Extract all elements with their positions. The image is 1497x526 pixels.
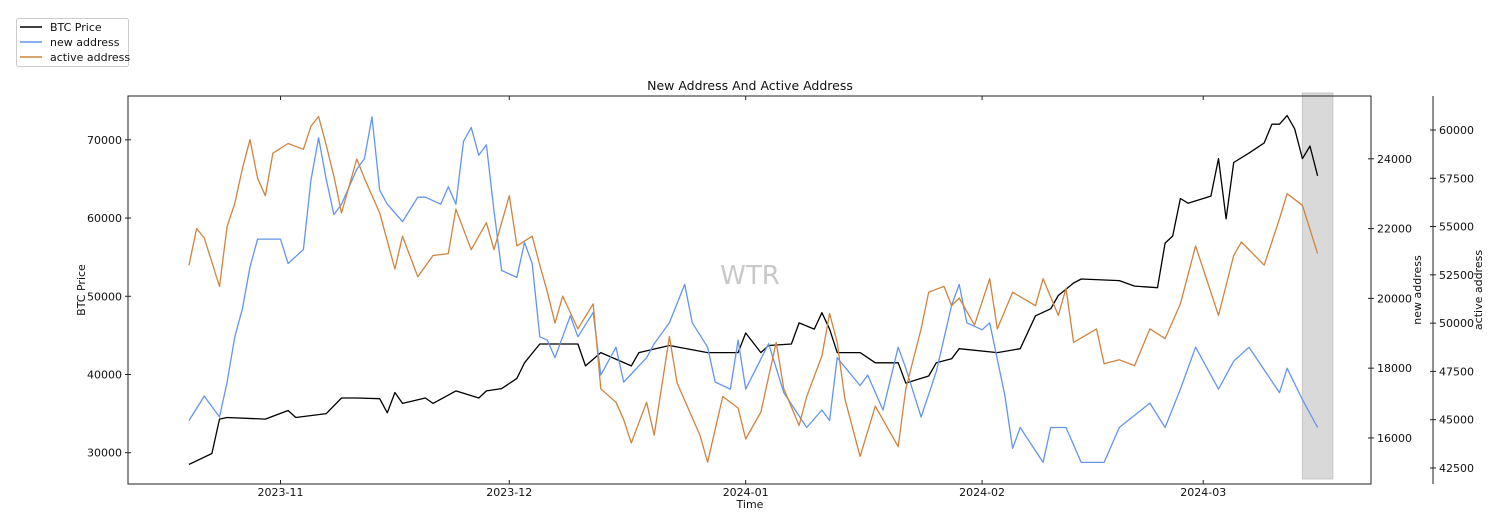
watermark: WTR (720, 261, 780, 291)
right-y-tick-label: 20000 (1377, 292, 1412, 305)
right2-y-tick-label: 60000 (1439, 124, 1474, 137)
left-y-tick-label: 50000 (87, 290, 122, 303)
right2-y-tick-label: 45000 (1439, 414, 1474, 427)
right2-y-tick-label: 50000 (1439, 317, 1474, 330)
legend: BTC Price new address active address (16, 18, 130, 67)
right2-y-tick-label: 42500 (1439, 462, 1474, 475)
right2-y-tick-label: 55000 (1439, 221, 1474, 234)
chart-title: New Address And Active Address (647, 78, 853, 93)
x-tick-label: 2023-12 (486, 486, 532, 499)
plot-area: 2023-11 2023-12 2024-01 2024-02 2024-03 30000… (87, 92, 1474, 499)
left-y-axis-label: BTC Price (75, 264, 88, 316)
legend-label-new-address: new address (50, 36, 120, 49)
right2-y-tick-label: 57500 (1439, 172, 1474, 185)
left-y-tick-label: 30000 (87, 447, 122, 460)
legend-label-btc-price: BTC Price (50, 21, 102, 34)
right2-y-tick-label: 52500 (1439, 269, 1474, 282)
left-y-tick-label: 70000 (87, 134, 122, 147)
right-y-tick-label: 24000 (1377, 153, 1412, 166)
x-tick-label: 2023-11 (258, 486, 304, 499)
legend-box (16, 18, 129, 67)
left-y-tick-label: 60000 (87, 212, 122, 225)
x-axis-label: Time (736, 498, 764, 511)
series-line-btc-price (188, 114, 1319, 465)
plot-frame (127, 95, 1372, 485)
series-line-active-address (188, 115, 1319, 463)
x-tick-label: 2024-01 (723, 486, 769, 499)
right-y-tick-label: 18000 (1377, 362, 1412, 375)
right2-y-axis-label: active address (1472, 250, 1485, 330)
legend-label-active-address: active address (50, 51, 130, 64)
right-y-tick-label: 22000 (1377, 223, 1412, 236)
series-line-new-address (188, 116, 1319, 464)
x-tick-label: 2024-03 (1180, 486, 1226, 499)
highlight-span (1301, 92, 1334, 480)
left-y-tick-label: 40000 (87, 368, 122, 381)
x-tick-label: 2024-02 (959, 486, 1005, 499)
right-y-axis-label: new address (1411, 255, 1424, 325)
right2-y-tick-label: 47500 (1439, 365, 1474, 378)
right-y-tick-label: 16000 (1377, 432, 1412, 445)
